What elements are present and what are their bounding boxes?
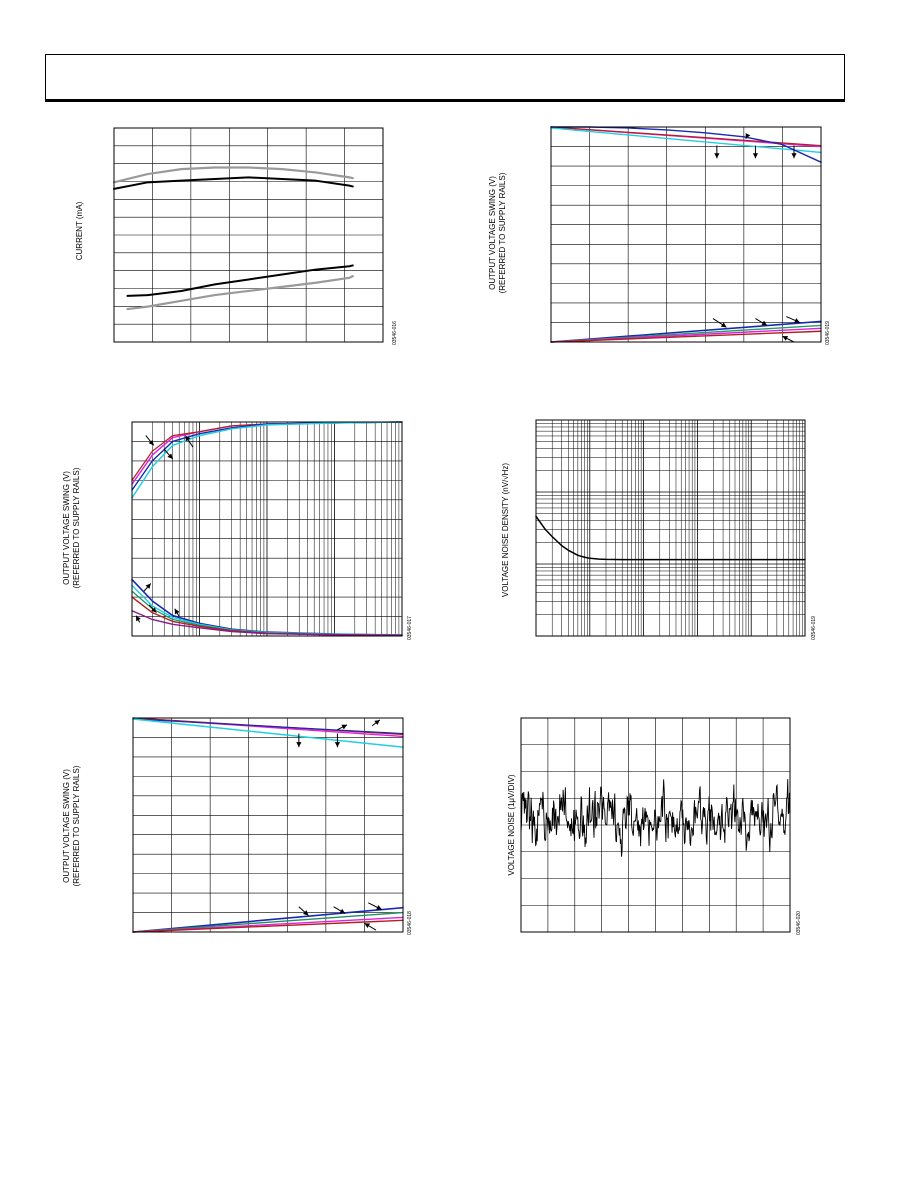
y-axis-label: VOLTAGE NOISE DENSITY (nV/√Hz) — [501, 462, 510, 598]
arrow-head — [376, 905, 382, 910]
arrow-head — [791, 153, 797, 159]
arrow-head — [364, 923, 371, 929]
pointer-arrow — [143, 583, 152, 592]
series-line-1 — [112, 166, 354, 184]
pointer-arrow — [755, 318, 768, 326]
arrow-head — [136, 615, 141, 622]
arrow-head — [303, 910, 309, 916]
arrow-head — [151, 607, 157, 613]
series-line-6 — [132, 911, 404, 933]
series-line-9 — [131, 610, 403, 637]
plot-background — [551, 127, 821, 342]
plot-frame — [520, 717, 791, 933]
y-axis-label: OUTPUT VOLTAGE SWING (V) (REFERRED TO SU… — [488, 172, 507, 294]
plot-background — [133, 718, 403, 932]
chart-current — [112, 127, 384, 343]
pointer-arrow — [371, 719, 381, 727]
figure-id: 03546-017 — [407, 616, 413, 640]
series-line-4 — [126, 275, 354, 311]
series-line-3 — [550, 127, 822, 154]
pointer-arrow — [135, 615, 141, 623]
arrow-head — [167, 453, 173, 459]
arrow-head — [794, 318, 800, 323]
pointer-arrow — [368, 902, 383, 911]
plot-frame — [535, 419, 806, 637]
pointer-arrow — [782, 335, 795, 343]
arrow-head — [341, 724, 348, 730]
arrow-head — [745, 133, 751, 139]
arrow-head — [145, 583, 151, 589]
figure-id: 03546-018 — [407, 911, 413, 935]
series-line-4 — [131, 421, 403, 499]
pointer-arrow — [786, 316, 800, 323]
arrow-head — [782, 336, 789, 341]
plot-frame — [131, 421, 403, 637]
pointer-arrow — [791, 145, 797, 159]
y-axis-label: CURRENT (mA) — [75, 201, 84, 261]
pointer-arrow — [712, 318, 727, 328]
pointer-arrow — [745, 133, 751, 139]
plot-background — [536, 420, 805, 636]
pointer-arrow — [334, 733, 341, 748]
pointer-arrow — [145, 435, 155, 446]
y-axis-label: OUTPUT VOLTAGE SWING (V) (REFERRED TO SU… — [62, 765, 81, 887]
pointer-arrow — [174, 608, 180, 617]
figure-id: 03546-019 — [825, 321, 831, 345]
chart-output-swing-vs-temperature — [132, 717, 404, 933]
arrow-head — [148, 439, 154, 446]
series-line-2 — [113, 176, 354, 190]
arrow-head — [761, 320, 767, 326]
pointer-arrow — [296, 733, 302, 748]
arrow-head — [174, 608, 180, 615]
chart-output-swing-vs-supply — [550, 126, 822, 343]
plot-frame — [113, 127, 384, 343]
pointer-arrow — [163, 448, 174, 460]
series-line-3 — [132, 718, 404, 735]
grid — [133, 718, 403, 932]
pointer-arrow — [298, 906, 309, 916]
plot-frame — [132, 717, 404, 933]
series-line-2 — [550, 126, 822, 147]
pointer-arrow — [364, 922, 377, 931]
series-line-1 — [535, 515, 806, 561]
pointer-arrow — [148, 604, 157, 613]
page-header-box — [45, 54, 845, 102]
figure-id: 03546-019 — [811, 616, 817, 640]
series-line-4 — [132, 718, 404, 748]
chart-voltage-noise-time — [520, 717, 791, 933]
arrow-head — [334, 742, 341, 748]
noise-trace — [520, 779, 791, 857]
arrow-head — [339, 908, 346, 914]
plot-frame — [550, 126, 822, 343]
series-line-5 — [132, 906, 404, 933]
arrow-head — [714, 153, 720, 159]
grid — [551, 127, 821, 342]
pointer-arrow — [185, 435, 194, 448]
y-axis-label: OUTPUT VOLTAGE SWING (V) (REFERRED TO SU… — [62, 467, 81, 589]
figure-id: 03546-020 — [796, 911, 802, 935]
figure-id: 03546-016 — [392, 321, 398, 345]
series-line-3 — [126, 264, 354, 297]
pointer-arrow — [337, 724, 348, 731]
arrow-head — [720, 322, 727, 328]
arrow-head — [185, 435, 191, 442]
y-axis-label: VOLTAGE NOISE (1μV/DIV) — [507, 774, 516, 876]
arrow-head — [374, 719, 380, 726]
arrow-head — [752, 153, 759, 159]
pointer-arrow — [752, 145, 759, 159]
pointer-arrow — [333, 906, 346, 914]
series-line-8 — [132, 919, 404, 933]
chart-output-swing-vs-load — [131, 421, 403, 637]
arrow-head — [296, 742, 302, 748]
series-line-8 — [550, 330, 822, 343]
chart-voltage-noise-density — [535, 419, 806, 637]
pointer-arrow — [714, 145, 720, 159]
